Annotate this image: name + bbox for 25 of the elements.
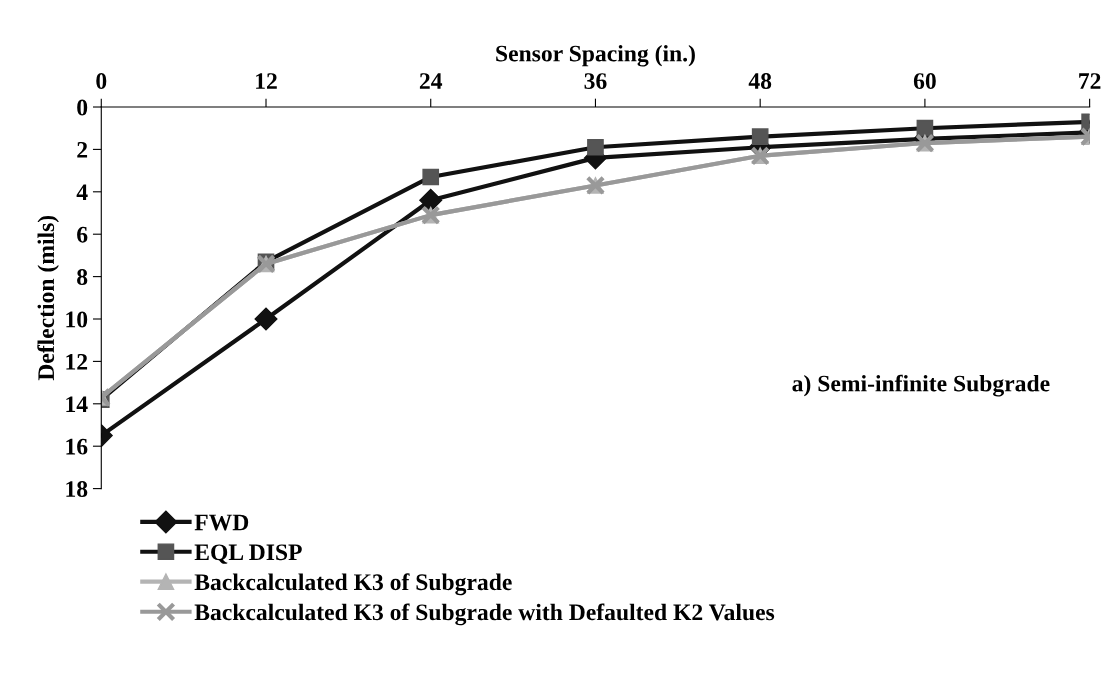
x-axis-title: Sensor Spacing (in.) — [496, 44, 695, 67]
y-tick-label: 18 — [66, 481, 88, 498]
y-tick-label: 12 — [66, 353, 88, 370]
y-tick-label: 8 — [77, 269, 88, 286]
legend-label: FWD — [194, 514, 249, 531]
point — [419, 188, 443, 212]
x-tick-label: 12 — [256, 73, 277, 89]
x-tick-label: 24 — [419, 73, 443, 89]
y-tick-label: 10 — [66, 311, 88, 328]
y-tick-label: 4 — [76, 184, 88, 200]
y-tick-label: 6 — [77, 226, 88, 243]
y-axis-title: Deflection (mils) — [37, 215, 59, 381]
x-tick-label: 72 — [1079, 73, 1101, 89]
x-tick-label: 48 — [748, 73, 772, 90]
y-tick-label: 14 — [66, 396, 88, 412]
y-tick-label: 0 — [77, 99, 88, 116]
y-tick-label: 16 — [66, 438, 88, 455]
annotation: a) Semi-infinite Subgrade — [792, 374, 1050, 397]
x-tick-label: 0 — [96, 73, 107, 90]
x-tick-label: 36 — [584, 73, 607, 90]
legend-label: Backcalculated K3 of Subgrade with Defaulted K2 Values — [194, 603, 775, 626]
legend-label: EQL DISP — [194, 544, 302, 564]
x-tick-label: 60 — [913, 73, 936, 90]
legend-label: Backcalculated K3 of Subgrade — [194, 573, 512, 596]
y-tick-label: 2 — [77, 141, 88, 158]
